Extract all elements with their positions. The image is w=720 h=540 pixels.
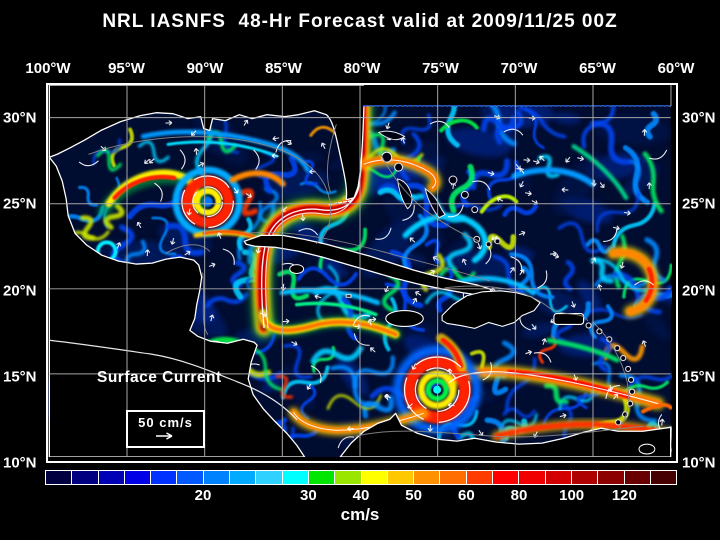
- colorbar-tick-label: 50: [405, 487, 422, 504]
- colorbar-segment: [282, 471, 308, 484]
- chart-title: NRL IASNFS 48-Hr Forecast valid at 2009/…: [102, 11, 618, 32]
- latitude-label-right: 30°N: [682, 109, 716, 127]
- latitude-label-left: 25°N: [3, 195, 37, 213]
- longitude-label: 60°W: [657, 60, 695, 77]
- latitude-label-right: 20°N: [682, 282, 716, 300]
- latitude-label-right: 15°N: [682, 368, 716, 386]
- colorbar-segment: [203, 471, 230, 484]
- colorbar-segment: [624, 471, 650, 484]
- longitude-label: 80°W: [343, 60, 381, 77]
- longitude-label: 70°W: [500, 60, 538, 77]
- colorbar-segment: [335, 471, 361, 484]
- colorbar-segment: [98, 471, 124, 484]
- colorbar-tick-label: 20: [194, 487, 212, 504]
- colorbar-segment: [440, 471, 466, 484]
- latitude-label-left: 15°N: [3, 368, 37, 386]
- latitude-label-right: 25°N: [682, 195, 716, 213]
- colorbar-segment: [414, 471, 440, 484]
- colorbar-segment: [466, 471, 493, 484]
- colorbar-tick-label: 100: [559, 487, 585, 504]
- surface-current-map: [48, 85, 672, 457]
- longitude-label: 90°W: [186, 60, 224, 77]
- legend-title: Surface Current: [97, 369, 222, 386]
- colorbar: [45, 470, 677, 485]
- longitude-label: 95°W: [108, 60, 145, 77]
- colorbar-segment: [46, 471, 72, 484]
- colorbar-units: cm/s: [340, 505, 380, 524]
- latitude-label-left: 20°N: [3, 282, 37, 300]
- colorbar-segment: [177, 471, 203, 484]
- colorbar-segment: [545, 471, 571, 484]
- colorbar-tick-label: 80: [510, 487, 528, 504]
- longitude-label: 65°W: [579, 60, 616, 77]
- colorbar-segment: [650, 471, 677, 484]
- colorbar-tick-label: 60: [458, 487, 475, 504]
- latitude-label-left: 30°N: [3, 109, 37, 127]
- colorbar-segment: [308, 471, 335, 484]
- colorbar-tick-label: 40: [352, 487, 370, 504]
- longitude-label: 85°W: [265, 60, 302, 77]
- colorbar-segment: [571, 471, 598, 484]
- right-arrow-icon: [155, 432, 172, 440]
- colorbar-segment: [361, 471, 387, 484]
- scale-box: 50 cm/s: [126, 410, 205, 448]
- colorbar-segment: [598, 471, 624, 484]
- colorbar-segment: [124, 471, 151, 484]
- longitude-label: 100°W: [25, 60, 71, 77]
- longitude-label: 75°W: [422, 60, 459, 77]
- colorbar-tick-label: 30: [300, 487, 317, 504]
- latitude-label-left: 10°N: [3, 454, 37, 472]
- latitude-label-right: 10°N: [682, 454, 716, 472]
- colorbar-segment: [519, 471, 545, 484]
- colorbar-segment: [256, 471, 282, 484]
- scale-value: 50 cm/s: [138, 415, 193, 430]
- colorbar-segment: [230, 471, 256, 484]
- map-frame: Surface Current 50 cm/s: [46, 83, 678, 463]
- colorbar-segment: [387, 471, 414, 484]
- colorbar-tick-label: 120: [611, 487, 637, 504]
- colorbar-segment: [151, 471, 177, 484]
- colorbar-segment: [72, 471, 98, 484]
- colorbar-segment: [493, 471, 519, 484]
